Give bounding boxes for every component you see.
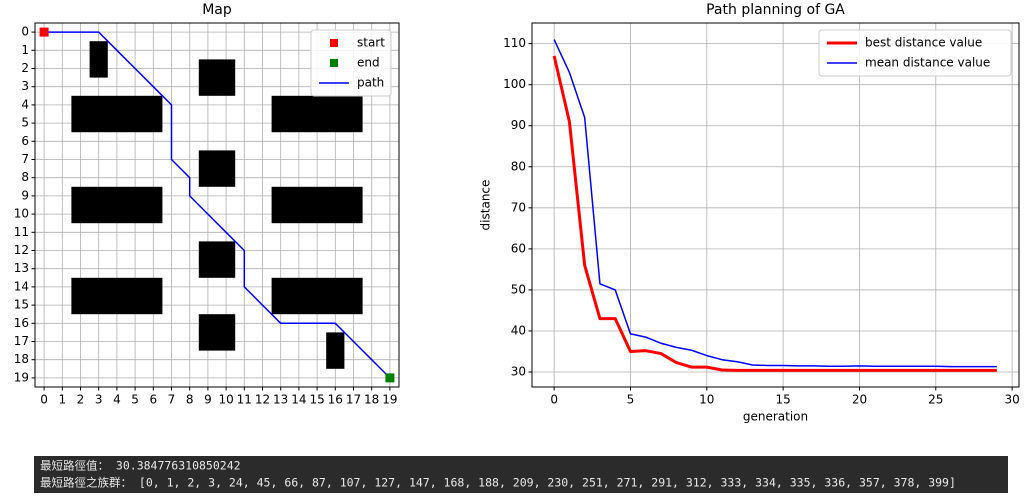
x-tick-label: 10 bbox=[699, 393, 714, 407]
y-tick-label: 15 bbox=[14, 298, 29, 312]
axes-frame bbox=[34, 22, 400, 388]
marker bbox=[39, 27, 49, 37]
console-line: 最短路徑之族群： [0, 1, 2, 3, 24, 45, 66, 87, 10… bbox=[40, 476, 956, 490]
x-tick-label: 25 bbox=[928, 393, 943, 407]
console-background bbox=[34, 456, 1008, 493]
y-tick-label: 100 bbox=[503, 77, 526, 91]
y-tick-label: 3 bbox=[21, 79, 29, 93]
y-tick-label: 9 bbox=[21, 188, 29, 202]
obstacle bbox=[198, 314, 236, 351]
legend-marker bbox=[330, 39, 338, 47]
obstacle bbox=[198, 241, 236, 278]
y-tick-label: 11 bbox=[14, 225, 29, 239]
legend-label: path bbox=[357, 76, 384, 90]
y-tick-label: 6 bbox=[21, 134, 29, 148]
x-tick-label: 3 bbox=[95, 393, 103, 407]
y-tick-label: 1 bbox=[21, 43, 29, 57]
y-tick-label: 2 bbox=[21, 61, 29, 75]
y-tick-label: 110 bbox=[503, 36, 526, 50]
obstacle bbox=[271, 186, 363, 224]
console-line: 最短路徑值： 30.384776310850242 bbox=[40, 459, 241, 473]
series-line bbox=[552, 55, 997, 372]
x-tick-label: 1 bbox=[58, 393, 66, 407]
x-tick-label: 12 bbox=[255, 393, 270, 407]
x-tick-label: 10 bbox=[218, 393, 233, 407]
y-tick-label: 4 bbox=[21, 97, 29, 111]
y-tick-label: 16 bbox=[14, 316, 29, 330]
y-tick-label: 80 bbox=[511, 159, 526, 173]
y-tick-label: 60 bbox=[511, 241, 526, 255]
x-tick-label: 8 bbox=[186, 393, 194, 407]
y-tick-label: 10 bbox=[14, 207, 29, 221]
x-tick-label: 5 bbox=[627, 393, 635, 407]
chart-title: Path planning of GA bbox=[706, 2, 845, 18]
x-tick-label: 19 bbox=[382, 393, 397, 407]
y-axis-label: distance bbox=[479, 180, 493, 231]
chart-title: Map bbox=[202, 2, 232, 18]
x-tick-label: 18 bbox=[364, 393, 379, 407]
x-tick-label: 2 bbox=[77, 393, 85, 407]
x-tick-label: 0 bbox=[550, 393, 558, 407]
legend-box bbox=[818, 29, 1012, 77]
legend-label: end bbox=[357, 56, 380, 70]
x-tick-label: 14 bbox=[291, 393, 306, 407]
axes-frame bbox=[531, 22, 1020, 388]
y-tick-label: 18 bbox=[14, 352, 29, 366]
y-tick-label: 70 bbox=[511, 200, 526, 214]
legend-label: mean distance value bbox=[865, 56, 990, 70]
obstacle bbox=[198, 59, 236, 96]
obstacle bbox=[198, 150, 236, 187]
x-tick-label: 15 bbox=[775, 393, 790, 407]
obstacle bbox=[326, 332, 345, 369]
obstacle bbox=[271, 95, 363, 133]
legend-label: best distance value bbox=[865, 36, 982, 50]
x-axis-label: generation bbox=[743, 410, 808, 424]
y-tick-label: 90 bbox=[511, 118, 526, 132]
x-tick-label: 13 bbox=[273, 393, 288, 407]
x-tick-label: 16 bbox=[328, 393, 343, 407]
obstacle bbox=[71, 277, 163, 315]
y-tick-label: 30 bbox=[511, 365, 526, 379]
x-tick-label: 20 bbox=[852, 393, 867, 407]
x-tick-label: 9 bbox=[204, 393, 212, 407]
x-tick-label: 4 bbox=[113, 393, 121, 407]
path-line bbox=[44, 31, 391, 379]
y-tick-label: 19 bbox=[14, 370, 29, 384]
legend-marker bbox=[330, 59, 338, 67]
obstacle bbox=[71, 186, 163, 224]
y-tick-label: 12 bbox=[14, 243, 29, 257]
x-tick-label: 7 bbox=[168, 393, 176, 407]
x-tick-label: 5 bbox=[131, 393, 139, 407]
y-tick-label: 5 bbox=[21, 116, 29, 130]
x-tick-label: 0 bbox=[40, 393, 48, 407]
obstacle bbox=[89, 41, 108, 78]
series-line bbox=[553, 39, 997, 368]
y-tick-label: 40 bbox=[511, 323, 526, 337]
x-tick-label: 17 bbox=[346, 393, 361, 407]
y-tick-label: 7 bbox=[21, 152, 29, 166]
obstacle bbox=[71, 95, 163, 133]
x-tick-label: 11 bbox=[237, 393, 252, 407]
obstacle bbox=[271, 277, 363, 315]
y-tick-label: 50 bbox=[511, 282, 526, 296]
x-tick-label: 6 bbox=[149, 393, 157, 407]
x-tick-label: 30 bbox=[1004, 393, 1019, 407]
x-tick-label: 15 bbox=[309, 393, 324, 407]
y-tick-label: 8 bbox=[21, 170, 29, 184]
legend-label: start bbox=[357, 36, 385, 50]
console: 最短路徑值： 30.384776310850242 最短路徑之族群： [0, 1… bbox=[34, 456, 1008, 493]
y-tick-label: 17 bbox=[14, 334, 29, 348]
y-tick-label: 14 bbox=[14, 279, 29, 293]
marker bbox=[385, 373, 395, 383]
y-tick-label: 13 bbox=[14, 261, 29, 275]
y-tick-label: 0 bbox=[21, 25, 29, 39]
